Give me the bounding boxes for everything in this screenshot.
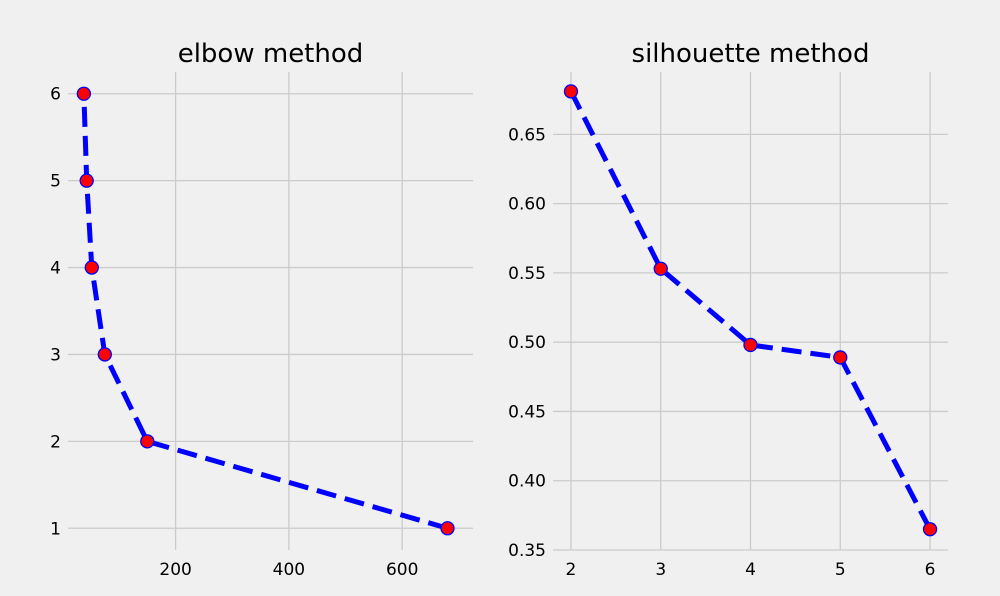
series-line	[81, 93, 449, 531]
y-tick-label: 0.65	[508, 125, 546, 145]
data-point	[440, 521, 455, 536]
y-tick-label: 4	[50, 259, 61, 279]
x-tick-label: 200	[159, 560, 191, 580]
data-point	[743, 337, 758, 353]
y-tick-label: 0.60	[508, 195, 546, 215]
data-point	[84, 260, 99, 275]
y-tick-label: 1	[50, 519, 61, 539]
x-tick-label: 2	[566, 560, 577, 580]
chart-title: elbow method	[178, 39, 364, 69]
x-tick-label: 3	[655, 560, 666, 580]
x-tick-label: 5	[835, 560, 846, 580]
x-tick-label: 600	[386, 560, 418, 580]
y-tick-label: 0.40	[508, 472, 546, 492]
series-line	[568, 90, 933, 531]
data-point	[97, 347, 112, 362]
y-tick-label: 0.45	[508, 402, 546, 422]
chart-title: silhouette method	[632, 39, 870, 69]
x-tick-label: 400	[273, 560, 305, 580]
data-point	[76, 86, 92, 101]
y-tick-label: 0.55	[508, 264, 546, 284]
data-point	[79, 173, 94, 188]
y-tick-label: 0.50	[508, 333, 546, 353]
y-tick-label: 2	[50, 432, 61, 452]
x-tick-label: 6	[925, 560, 936, 580]
elbow-method-chart: 200 400 600 1 2 3 4 5 6 elbow method	[50, 39, 473, 580]
y-tick-label: 5	[50, 172, 61, 192]
y-tick-label: 3	[50, 345, 61, 365]
data-point	[653, 261, 668, 276]
data-point	[922, 522, 938, 537]
data-point	[563, 84, 579, 99]
y-tick-label: 0.35	[508, 541, 546, 561]
silhouette-method-chart: 2 3 4 5 6 0.35 0.40 0.45 0.50 0.55 0.60 0.65 silhoue…	[508, 39, 948, 580]
data-point	[140, 434, 155, 449]
y-tick-label: 6	[50, 85, 61, 105]
x-tick-label: 4	[745, 560, 756, 580]
data-point	[833, 350, 848, 365]
